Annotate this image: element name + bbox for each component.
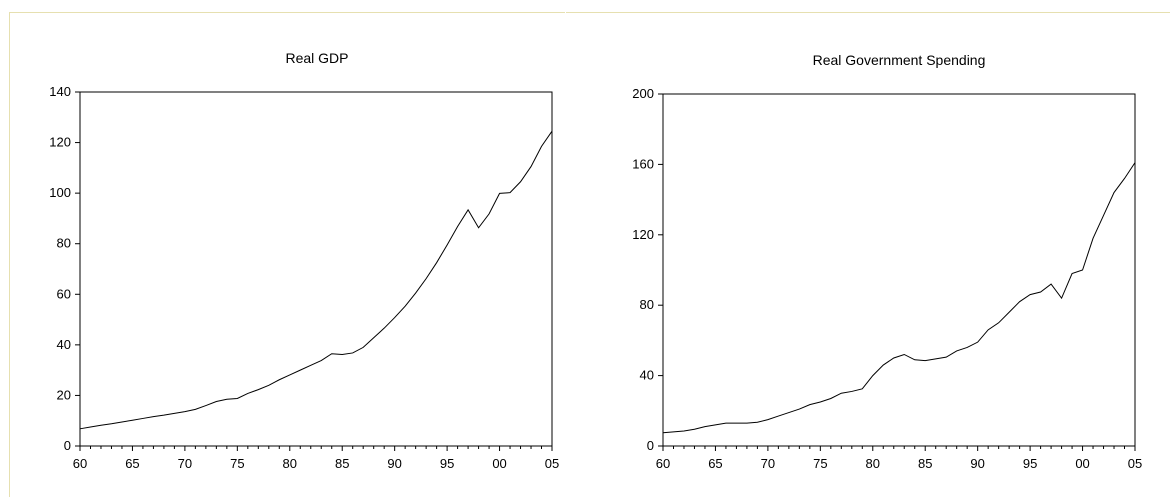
right-panel-top-border (566, 12, 1170, 13)
y-tick-label: 60 (57, 286, 71, 301)
y-tick-label: 40 (57, 337, 71, 352)
left-panel-left-border (9, 12, 10, 497)
y-tick-label: 160 (632, 156, 654, 171)
y-tick-label: 120 (632, 227, 654, 242)
x-tick-label: 80 (866, 456, 880, 471)
plot-frame (662, 93, 1136, 447)
y-tick-label: 0 (647, 438, 654, 453)
x-tick-label: 95 (1023, 456, 1037, 471)
x-tick-label: 95 (440, 456, 454, 471)
y-tick-label: 80 (640, 297, 654, 312)
real-gdp-chart: Real GDP 0 20 40 60 80 100 120 140 60 65 70 75 80 85 9… (49, 50, 559, 471)
series-line (662, 162, 1136, 434)
x-tick-label: 65 (708, 456, 722, 471)
x-tick-label: 75 (813, 456, 827, 471)
x-tick-label: 60 (656, 456, 670, 471)
chart-title: Real GDP (285, 50, 348, 66)
x-tick-label: 90 (387, 456, 401, 471)
left-panel-top-border (9, 12, 565, 13)
x-tick-label: 70 (178, 456, 192, 471)
series-line (79, 130, 553, 430)
x-tick-label: 05 (545, 456, 559, 471)
y-tick-label: 20 (57, 387, 71, 402)
y-tick-label: 120 (49, 135, 71, 150)
y-tick-label: 40 (640, 368, 654, 383)
x-tick-label: 75 (230, 456, 244, 471)
x-tick-label: 00 (1075, 456, 1089, 471)
y-tick-label: 0 (64, 438, 71, 453)
y-tick-label: 80 (57, 236, 71, 251)
y-tick-label: 100 (49, 185, 71, 200)
y-tick-label: 200 (632, 86, 654, 101)
x-tick-label: 80 (283, 456, 297, 471)
x-tick-label: 60 (73, 456, 87, 471)
x-tick-label: 65 (125, 456, 139, 471)
x-tick-label: 00 (492, 456, 506, 471)
x-tick-label: 85 (335, 456, 349, 471)
plot-frame (79, 91, 553, 447)
chart-title: Real Government Spending (813, 52, 986, 68)
x-tick-label: 70 (761, 456, 775, 471)
x-tick-label: 90 (970, 456, 984, 471)
real-government-spending-chart: Real Government Spending 0 40 80 120 160 200 6… (632, 52, 1142, 471)
x-tick-label: 05 (1128, 456, 1142, 471)
y-tick-label: 140 (49, 84, 71, 99)
x-tick-label: 85 (918, 456, 932, 471)
